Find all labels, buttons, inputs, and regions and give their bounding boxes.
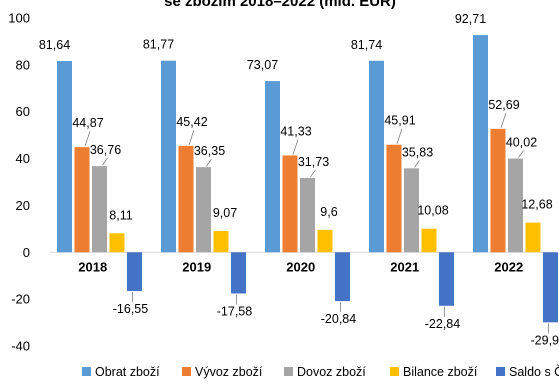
y-tick-label: 80	[16, 57, 30, 72]
data-label: 8,11	[109, 208, 132, 222]
bar	[508, 158, 523, 253]
data-label: -29,9	[531, 333, 559, 347]
bars	[57, 35, 558, 323]
data-label: 9,07	[213, 206, 237, 220]
leader-line	[310, 169, 316, 178]
legend-label: Saldo s ČR	[509, 364, 559, 379]
bar	[300, 177, 315, 253]
data-label: 45,91	[384, 114, 415, 128]
data-label: 41,33	[280, 124, 311, 138]
bar	[213, 231, 229, 253]
leader-line	[500, 112, 507, 128]
leader-line	[396, 128, 403, 144]
data-label: 81,74	[351, 38, 382, 52]
bar	[282, 155, 298, 253]
bar	[74, 147, 90, 253]
legend-swatch	[82, 367, 91, 376]
legend: Obrat zboží Vývoz zboží Dovoz zboží Bilance…	[82, 364, 559, 379]
category-labels: 2018 2019 2020 2021 2022	[78, 259, 523, 274]
y-axis: -40 -20 0 20 40 60 80 100	[8, 11, 30, 354]
bar	[178, 145, 194, 253]
data-label: 40,02	[506, 136, 537, 150]
bar	[421, 228, 437, 253]
leader-line	[206, 158, 212, 167]
category-label: 2020	[286, 259, 315, 274]
bar	[439, 252, 454, 306]
leader-lines	[84, 112, 549, 334]
data-label: -22,84	[425, 317, 460, 331]
leader-line	[518, 150, 524, 158]
bar	[161, 60, 176, 253]
data-labels: 81,64 81,77 73,07 81,74 92,71 44,87 45,42 41,33…	[39, 12, 559, 347]
legend-swatch	[496, 367, 505, 376]
legend-swatch	[182, 367, 191, 376]
bar	[196, 167, 211, 253]
data-label: 52,69	[488, 98, 519, 112]
legend-label: Obrat zboží	[95, 365, 160, 379]
data-label: 10,08	[417, 204, 448, 218]
bar	[525, 222, 541, 253]
data-label: 44,87	[72, 116, 103, 130]
bar	[404, 168, 419, 253]
data-label: 35,83	[402, 145, 433, 159]
bar	[127, 252, 142, 292]
data-label: -17,58	[217, 304, 252, 318]
legend-swatch	[284, 367, 293, 376]
leader-line	[188, 129, 195, 145]
data-label: 12,68	[521, 198, 552, 212]
leader-line	[414, 160, 420, 168]
y-tick-label: 100	[8, 11, 30, 26]
data-label: 36,76	[90, 143, 121, 157]
category-label: 2019	[182, 259, 211, 274]
bar	[109, 233, 125, 253]
bar	[265, 81, 280, 253]
data-label: 81,77	[143, 38, 174, 52]
chart-title: se zbožím 2018–2022 (mld. EUR)	[164, 0, 396, 10]
data-label: 81,64	[39, 38, 70, 52]
y-tick-label: -40	[11, 339, 30, 354]
data-label: -20,84	[321, 312, 356, 326]
bar	[317, 229, 333, 253]
bar	[369, 60, 384, 253]
data-label: 9,6	[320, 205, 337, 219]
data-label: 73,07	[247, 58, 278, 72]
y-tick-label: 0	[23, 245, 30, 260]
data-label: 31,73	[298, 155, 329, 169]
data-label: 36,35	[194, 144, 225, 158]
legend-label: Bilance zboží	[403, 365, 478, 379]
bar	[543, 252, 558, 323]
legend-swatch	[390, 367, 399, 376]
category-label: 2021	[390, 259, 419, 274]
data-label: -16,55	[113, 302, 148, 316]
bar	[231, 252, 246, 294]
y-tick-label: 60	[16, 104, 30, 119]
category-label: 2022	[494, 259, 523, 274]
leader-line	[102, 157, 108, 166]
data-label: 92,71	[455, 12, 486, 26]
category-label: 2018	[78, 259, 107, 274]
y-tick-label: 20	[16, 198, 30, 213]
legend-label: Dovoz zboží	[297, 365, 366, 379]
y-tick-label: 40	[16, 151, 30, 166]
leader-line	[292, 139, 299, 155]
y-tick-label: -20	[11, 292, 30, 307]
bar	[92, 166, 107, 253]
bar	[490, 128, 506, 253]
bar	[335, 252, 350, 302]
data-label: 45,42	[176, 115, 207, 129]
bar	[473, 35, 488, 253]
bar	[386, 144, 402, 253]
leader-line	[84, 131, 91, 147]
legend-label: Vývoz zboží	[195, 365, 263, 379]
bar	[57, 61, 72, 253]
